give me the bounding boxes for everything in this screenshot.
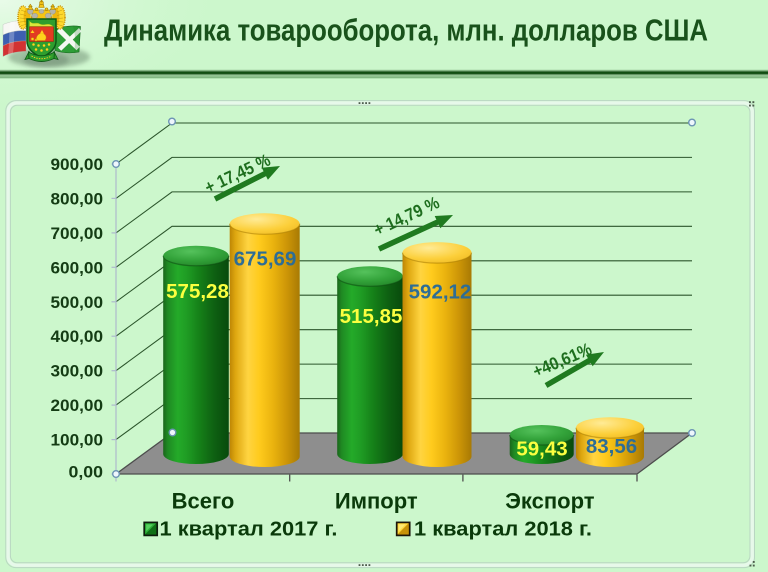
svg-text:200,00: 200,00: [51, 396, 104, 415]
svg-text:Импорт: Импорт: [335, 489, 418, 514]
svg-text:575,28: 575,28: [166, 280, 229, 303]
svg-text:Экспорт: Экспорт: [505, 489, 594, 514]
svg-text:900,00: 900,00: [51, 155, 104, 174]
svg-text:800,00: 800,00: [51, 189, 104, 208]
svg-text:600,00: 600,00: [51, 258, 104, 277]
svg-text:515,85: 515,85: [340, 305, 403, 328]
svg-text:0,00: 0,00: [69, 463, 104, 482]
svg-text:700,00: 700,00: [51, 224, 104, 243]
svg-text:59,43: 59,43: [516, 438, 567, 461]
svg-text:1 квартал 2018 г.: 1 квартал 2018 г.: [414, 518, 592, 540]
svg-text:83,56: 83,56: [586, 435, 637, 458]
svg-text:1 квартал 2017 г.: 1 квартал 2017 г.: [160, 518, 338, 540]
svg-text:592,12: 592,12: [409, 281, 472, 304]
svg-text:400,00: 400,00: [51, 327, 104, 346]
svg-text:300,00: 300,00: [51, 362, 104, 381]
svg-text:Динамика товарооборота, млн.: Динамика товарооборота, млн. долларов СШ…: [104, 13, 708, 48]
svg-text:500,00: 500,00: [51, 293, 104, 312]
svg-text:675,69: 675,69: [234, 248, 297, 271]
svg-text:Всего: Всего: [172, 489, 235, 514]
svg-text:100,00: 100,00: [51, 431, 104, 450]
